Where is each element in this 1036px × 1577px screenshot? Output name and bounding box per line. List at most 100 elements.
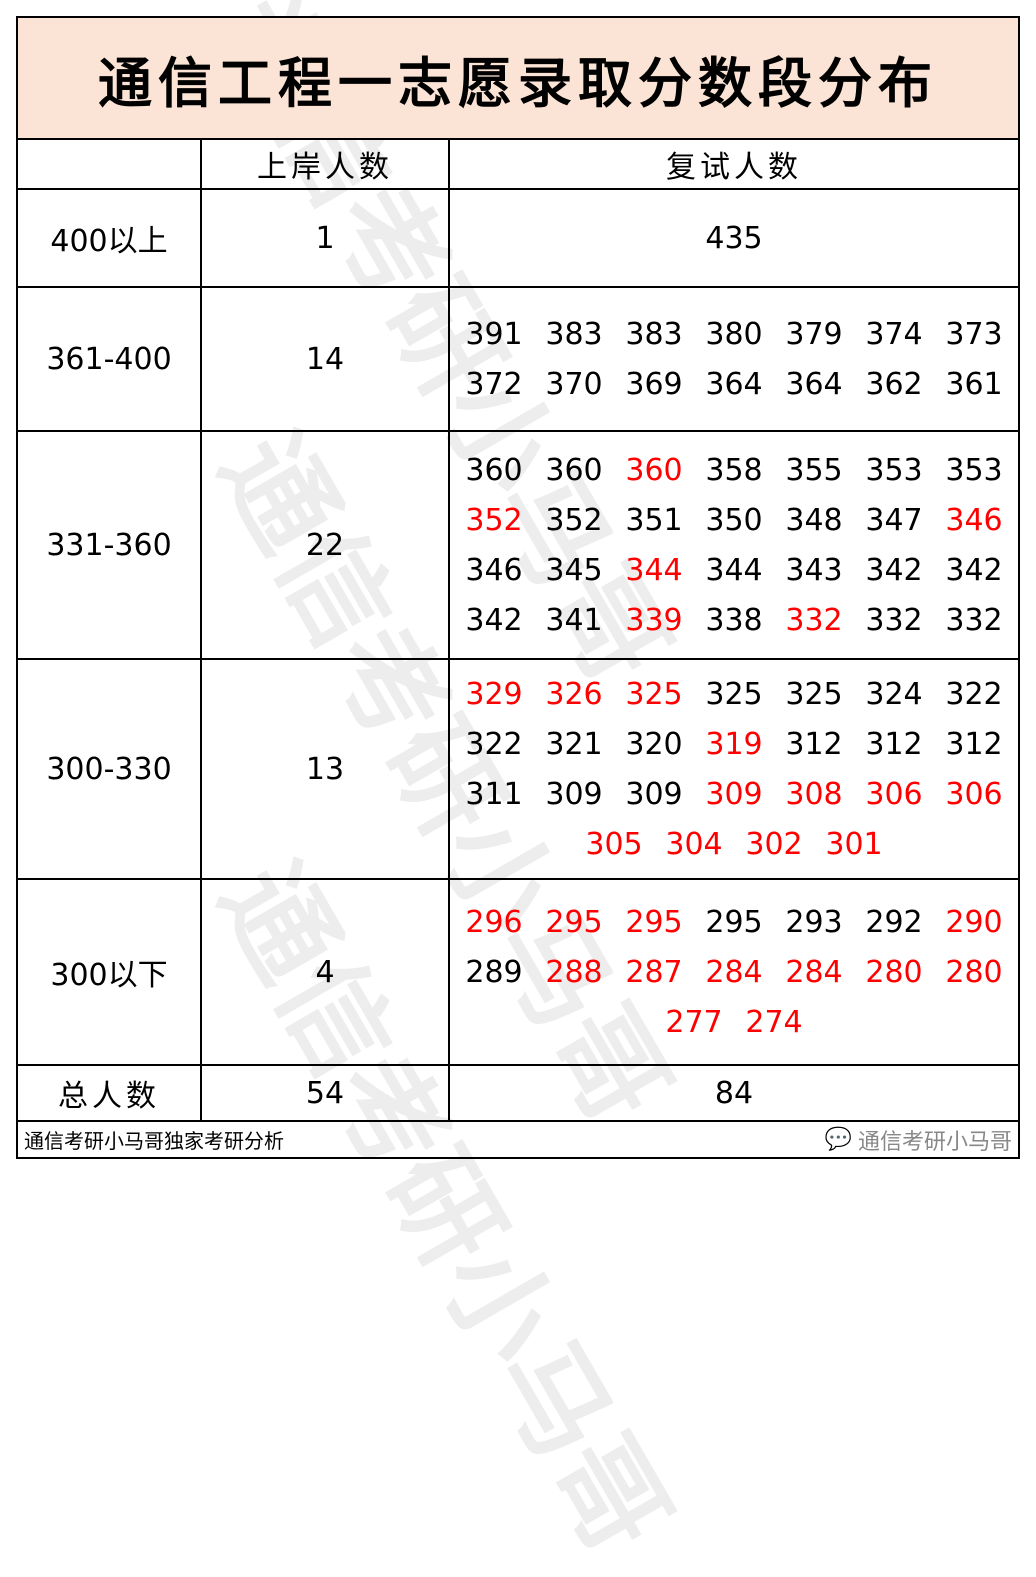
score-value: 344	[625, 552, 683, 588]
score-value: 346	[945, 502, 1003, 538]
band-range: 400以上	[18, 190, 202, 286]
score-value: 312	[785, 726, 843, 762]
score-value: 309	[545, 776, 603, 812]
score-value: 306	[945, 776, 1003, 812]
score-value: 341	[545, 602, 603, 638]
score-line: 342 341 339 338 332 332 332	[454, 595, 1014, 645]
wechat-icon: 💬	[824, 1127, 852, 1152]
score-value: 344	[705, 552, 763, 588]
score-value: 305	[585, 826, 643, 862]
score-value: 312	[945, 726, 1003, 762]
brand-name: 通信考研小马哥	[857, 1129, 1012, 1155]
score-line: 305 304 302 301	[574, 819, 894, 869]
score-value: 274	[745, 1004, 803, 1040]
score-value: 332	[785, 602, 843, 638]
brand: 💬 通信考研小马哥	[825, 1124, 1012, 1156]
score-value: 288	[545, 954, 603, 990]
score-value: 345	[545, 552, 603, 588]
score-value: 309	[625, 776, 683, 812]
score-value: 380	[705, 316, 763, 352]
score-value: 350	[705, 502, 763, 538]
score-value: 343	[785, 552, 843, 588]
score-value: 325	[785, 676, 843, 712]
score-value: 329	[465, 676, 523, 712]
score-line: 435	[694, 213, 774, 263]
score-value: 289	[465, 954, 523, 990]
band-scores: 360 360 360 358 355 353 353 352 352 351 350 348 347 3…	[450, 432, 1018, 658]
score-value: 360	[545, 452, 603, 488]
score-value: 325	[705, 676, 763, 712]
score-value: 355	[785, 452, 843, 488]
score-value: 361	[945, 366, 1003, 402]
score-value: 295	[625, 904, 683, 940]
score-value: 293	[785, 904, 843, 940]
score-line: 346 345 344 344 343 342 342	[454, 545, 1014, 595]
score-value: 292	[865, 904, 923, 940]
band-range: 361-400	[18, 288, 202, 430]
total-retest: 84	[714, 1075, 754, 1111]
score-value: 348	[785, 502, 843, 538]
score-value: 322	[945, 676, 1003, 712]
score-value: 383	[625, 316, 683, 352]
score-value: 302	[745, 826, 803, 862]
score-value: 332	[945, 602, 1003, 638]
score-value: 332	[865, 602, 923, 638]
score-line: 329 326 325 325 325 324 322	[454, 669, 1014, 719]
score-value: 326	[545, 676, 603, 712]
footer-note: 通信考研小马哥独家考研分析	[24, 1129, 284, 1153]
score-value: 364	[705, 366, 763, 402]
score-line: 289 288 287 284 284 280 280	[454, 947, 1014, 997]
score-value: 321	[545, 726, 603, 762]
total-admitted: 54	[202, 1066, 450, 1120]
score-value: 295	[705, 904, 763, 940]
score-value: 353	[865, 452, 923, 488]
score-value: 324	[865, 676, 923, 712]
score-line: 322 321 320 319 312 312 312	[454, 719, 1014, 769]
score-value: 373	[945, 316, 1003, 352]
score-value: 308	[785, 776, 843, 812]
score-value: 370	[545, 366, 603, 402]
score-value: 301	[825, 826, 883, 862]
score-value: 352	[465, 502, 523, 538]
score-value: 372	[465, 366, 523, 402]
band-admitted: 14	[202, 288, 450, 430]
score-value: 306	[865, 776, 923, 812]
score-value: 280	[865, 954, 923, 990]
score-value: 342	[465, 602, 523, 638]
band-scores: 296 295 295 295 293 292 290 289 288 287 284 284 280 2…	[450, 880, 1018, 1064]
score-value: 347	[865, 502, 923, 538]
score-value: 358	[705, 452, 763, 488]
score-value: 374	[865, 316, 923, 352]
score-value: 277	[665, 1004, 723, 1040]
score-value: 290	[945, 904, 1003, 940]
band-range: 300以下	[18, 880, 202, 1064]
score-value: 339	[625, 602, 683, 638]
footer: 通信考研小马哥独家考研分析 💬 通信考研小马哥	[18, 1122, 1018, 1157]
header-row: 上岸人数 复试人数	[18, 140, 1018, 190]
score-value: 383	[545, 316, 603, 352]
score-value: 287	[625, 954, 683, 990]
score-value: 309	[705, 776, 763, 812]
score-value: 280	[945, 954, 1003, 990]
score-value: 369	[625, 366, 683, 402]
total-row: 总人数 54 84	[18, 1066, 1018, 1122]
band-admitted: 1	[202, 190, 450, 286]
score-band-row: 361-400 14 391 383 383 380 379 374 373 372 370 36…	[18, 288, 1018, 432]
score-value: 311	[465, 776, 523, 812]
score-band-row: 331-360 22 360 360 360 358 355 353 353 352 352 35…	[18, 432, 1018, 660]
score-value: 391	[465, 316, 523, 352]
score-value: 338	[705, 602, 763, 638]
score-value: 295	[545, 904, 603, 940]
score-line: 360 360 360 358 355 353 353	[454, 445, 1014, 495]
score-value: 352	[545, 502, 603, 538]
header-admitted: 上岸人数	[202, 140, 450, 188]
header-range	[18, 140, 202, 188]
band-range: 300-330	[18, 660, 202, 878]
total-label: 总人数	[18, 1066, 202, 1120]
score-line: 311 309 309 309 308 306 306	[454, 769, 1014, 819]
band-range: 331-360	[18, 432, 202, 658]
score-line: 372 370 369 364 364 362 361	[454, 359, 1014, 409]
header-retest: 复试人数	[666, 150, 802, 185]
score-value: 342	[865, 552, 923, 588]
score-value: 360	[465, 452, 523, 488]
